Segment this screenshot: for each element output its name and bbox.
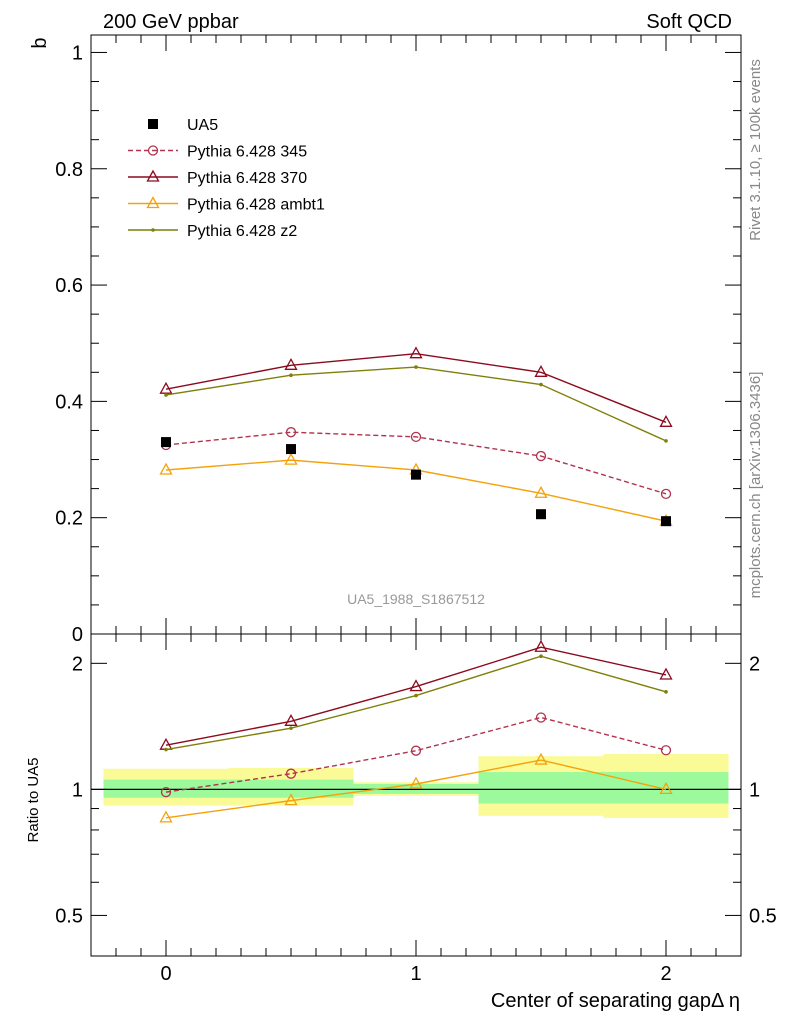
series-1-point [409,346,423,359]
legend-marker [148,119,158,129]
series-2-point [659,782,673,795]
ratio-y-tick-label-right: 0.5 [749,905,777,927]
ratio-y-tick-label: 2 [72,653,83,675]
series-2-point [284,452,298,465]
y-tick-label: 0.2 [55,508,83,530]
x-tick-label: 1 [410,963,421,985]
y-tick-label: 0.6 [55,275,83,297]
series-3-point [289,373,293,378]
series-3-point [664,690,668,694]
header-left-label: 200 GeV ppbar [103,11,239,33]
series-2-point [284,793,298,806]
series-line-0 [165,716,667,793]
data-point [536,509,546,520]
series-0-point [285,427,297,438]
series-line-3 [165,366,667,442]
series-3-point [164,747,168,752]
ratio-y-tick-label-right: 1 [749,779,760,801]
series-3-point [414,365,418,369]
uncertainty-band-inner [103,779,229,798]
series-line-1 [165,352,667,423]
series-line-3 [165,655,667,751]
series-1-point [659,414,673,427]
header-right-label: Soft QCD [646,11,732,33]
ratio-y-tick-label: 0.5 [55,905,83,927]
series-3-point [664,439,668,443]
series-2-point [534,752,548,765]
series-1-point [409,679,423,692]
rivet-version-label: Rivet 3.1.10, ≥ 100k events [747,59,764,241]
y-tick-label: 0.4 [55,391,83,413]
uncertainty-band-inner [478,772,604,804]
legend-label: Pythia 6.428 z2 [187,223,297,240]
series-3-point [414,693,418,698]
x-axis-label: Center of separating gapΔ η [491,990,740,1012]
data-point [411,469,421,480]
series-0-point [660,745,672,756]
series-3-point [539,654,543,658]
uncertainty-band-inner [603,772,729,804]
data-point [161,437,171,448]
legend-label: Pythia 6.428 345 [187,144,307,161]
series-0-point [285,768,297,779]
series-0-point [160,786,172,798]
ratio-y-tick-label-right: 2 [749,653,760,675]
series-1-point [284,713,298,726]
series-line-2 [165,459,667,522]
uncertainty-band-inner [228,779,354,798]
legend-label: Pythia 6.428 370 [187,170,307,187]
series-1-point [284,357,298,370]
legend-marker [151,228,155,232]
main-y-axis-label: b [29,37,51,48]
ratio-panel: 0.5 0.5 1 1 2 2 0 1 2 [55,633,777,985]
main-panel: 0 0.2 0.4 0.6 0.8 1 UA5_1988_S1867512 UA5 Pythia… [55,34,742,646]
series-1-point [659,667,673,680]
series-3-point [289,726,293,730]
series-line-1 [165,646,667,746]
series-1-point [534,364,548,377]
series-0-point [410,745,422,756]
source-label: mcplots.cern.ch [arXiv:1306.3436] [747,372,764,599]
y-tick-label: 0 [72,624,83,646]
series-2-point [159,810,173,823]
analysis-watermark: UA5_1988_S1867512 [347,591,485,607]
ratio-y-axis-label: Ratio to UA5 [25,757,42,842]
series-2-point [534,485,548,498]
legend-marker [146,169,160,182]
legend-marker [147,145,159,156]
data-point [661,516,671,527]
data-point [286,444,296,455]
x-tick-label: 2 [660,963,671,985]
x-tick-label: 0 [160,963,171,985]
series-1-point [534,639,548,652]
series-0-point [535,450,547,462]
legend: UA5 Pythia 6.428 345 Pythia 6.428 370 Pythi… [128,117,325,240]
series-1-point [159,381,173,394]
series-0-point [660,488,672,499]
legend-label: UA5 [187,117,218,134]
series-0-point [410,431,422,443]
series-line-2 [165,759,667,819]
legend-label: Pythia 6.428 ambt1 [187,197,325,214]
y-tick-label: 0.8 [55,159,83,181]
series-line-0 [165,431,667,495]
series-2-point [159,462,173,475]
series-2-point [409,776,423,789]
y-tick-label: 1 [72,42,83,64]
legend-marker [146,196,160,209]
series-3-point [164,393,168,397]
ratio-y-tick-label: 1 [72,779,83,801]
series-0-point [535,712,547,723]
series-3-point [539,382,543,387]
